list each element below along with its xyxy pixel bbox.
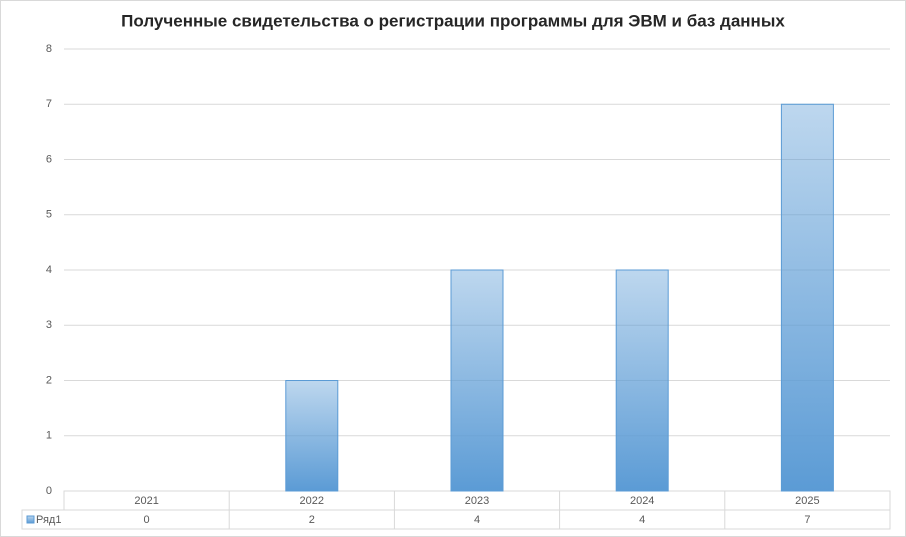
y-tick-label: 7: [46, 98, 52, 110]
bar: [615, 269, 669, 492]
x-tick-label: 2021: [134, 495, 158, 507]
data-table-value: 4: [474, 514, 480, 526]
x-tick-label: 2024: [630, 495, 654, 507]
x-tick-label: 2025: [795, 495, 819, 507]
legend-label: Ряд1: [36, 514, 61, 526]
y-tick-label: 3: [46, 319, 52, 331]
y-tick-label: 2: [46, 374, 52, 386]
x-tick-label: 2022: [300, 495, 324, 507]
chart-title: Полученные свидетельства о регистрации п…: [121, 11, 785, 30]
x-tick-label: 2023: [465, 495, 489, 507]
data-table-border: [21, 509, 891, 530]
bar: [450, 269, 504, 492]
data-table-value: 0: [144, 514, 150, 526]
y-tick-label: 8: [46, 43, 52, 55]
y-tick-label: 6: [46, 153, 52, 165]
y-tick-label: 5: [46, 209, 52, 221]
data-table-value: 2: [309, 514, 315, 526]
y-tick-label: 1: [46, 430, 52, 442]
data-table-value: 7: [804, 514, 810, 526]
data-table-value: 4: [639, 514, 645, 526]
y-tick-label: 4: [46, 264, 52, 276]
y-tick-label: 0: [46, 485, 52, 497]
bar: [285, 380, 339, 492]
bar: [780, 103, 834, 492]
legend-key: [26, 515, 35, 524]
